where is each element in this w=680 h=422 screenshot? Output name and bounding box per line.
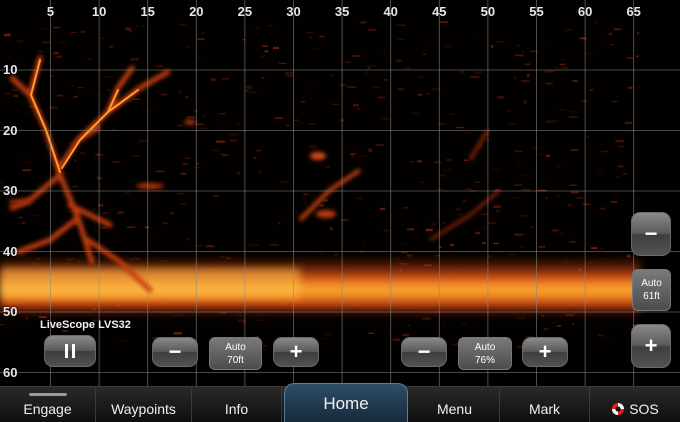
y-tick-label: 20 xyxy=(3,122,18,138)
depth-plus-button[interactable]: + xyxy=(631,324,671,368)
bottom-nav-bar: Engage Waypoints Info Home Menu Mark SOS xyxy=(0,383,680,422)
tab-menu[interactable]: Menu xyxy=(410,387,500,422)
tab-home-label: Home xyxy=(323,393,369,413)
range-value: 70ft xyxy=(227,354,244,366)
plus-icon: + xyxy=(289,339,303,364)
sonar-background xyxy=(0,0,680,386)
fish-echoes xyxy=(8,119,501,242)
y-tick-label: 10 xyxy=(3,62,18,77)
x-tick-label: 40 xyxy=(383,4,398,19)
tab-home[interactable]: Home xyxy=(284,383,408,422)
x-tick-label: 5 xyxy=(46,4,55,19)
y-tick-label: 50 xyxy=(3,304,18,319)
minus-icon: − xyxy=(168,339,182,364)
tree-echo xyxy=(9,55,171,293)
gain-value: 76% xyxy=(474,354,495,366)
depth-mode: Auto xyxy=(641,278,662,289)
plus-icon: + xyxy=(644,333,658,358)
tab-info[interactable]: Info xyxy=(192,387,282,422)
depth-value: 61ft xyxy=(643,291,660,302)
x-tick-label: 50 xyxy=(480,4,496,19)
lifebuoy-icon xyxy=(612,403,625,415)
plus-icon: + xyxy=(538,339,552,364)
tab-mark-label: Mark xyxy=(528,401,561,417)
minus-icon: − xyxy=(417,339,431,364)
x-tick-label: 35 xyxy=(334,4,350,19)
sonar-grid xyxy=(0,0,680,386)
x-tick-label: 25 xyxy=(237,4,253,19)
range-minus-button[interactable]: − xyxy=(152,337,198,367)
gain-readout: Auto 76% xyxy=(458,337,512,370)
tab-menu-label: Menu xyxy=(436,401,473,417)
tab-engage-label: Engage xyxy=(23,401,72,417)
x-tick-label: 20 xyxy=(189,4,204,19)
tab-sos[interactable]: SOS xyxy=(590,387,680,422)
x-tick-label: 45 xyxy=(432,4,447,19)
tab-info-label: Info xyxy=(224,401,249,417)
x-tick-label: 30 xyxy=(286,4,301,19)
x-tick-label: 65 xyxy=(626,4,641,19)
sonar-view[interactable] xyxy=(0,0,680,386)
y-tick-label: 60 xyxy=(3,364,18,380)
pause-icon xyxy=(65,344,75,358)
depth-readout: Auto 61ft xyxy=(632,269,671,311)
tab-engage[interactable]: Engage xyxy=(0,387,96,422)
depth-minus-button[interactable]: − xyxy=(631,212,671,256)
minus-icon: − xyxy=(644,221,658,246)
engage-indicator xyxy=(28,393,67,396)
range-readout: Auto 70ft xyxy=(209,337,262,370)
tab-waypoints[interactable]: Waypoints xyxy=(96,387,192,422)
x-tick-label: 15 xyxy=(140,4,155,19)
tab-mark[interactable]: Mark xyxy=(500,387,590,422)
x-tick-label: 10 xyxy=(91,4,107,19)
x-tick-label: 55 xyxy=(529,4,544,19)
pause-button[interactable] xyxy=(44,335,96,367)
range-plus-button[interactable]: + xyxy=(273,337,319,367)
source-label: LiveScope LVS32 xyxy=(40,319,131,331)
y-tick-label: 30 xyxy=(3,183,18,198)
gain-minus-button[interactable]: − xyxy=(401,337,447,367)
gain-mode: Auto xyxy=(474,341,496,353)
bottom-echo xyxy=(0,258,640,316)
tab-waypoints-label: Waypoints xyxy=(111,401,176,417)
x-tick-label: 60 xyxy=(577,4,593,19)
gain-plus-button[interactable]: + xyxy=(522,337,568,367)
range-mode: Auto xyxy=(225,341,246,353)
tab-sos-label: SOS xyxy=(629,401,659,417)
y-tick-label: 40 xyxy=(3,243,18,259)
